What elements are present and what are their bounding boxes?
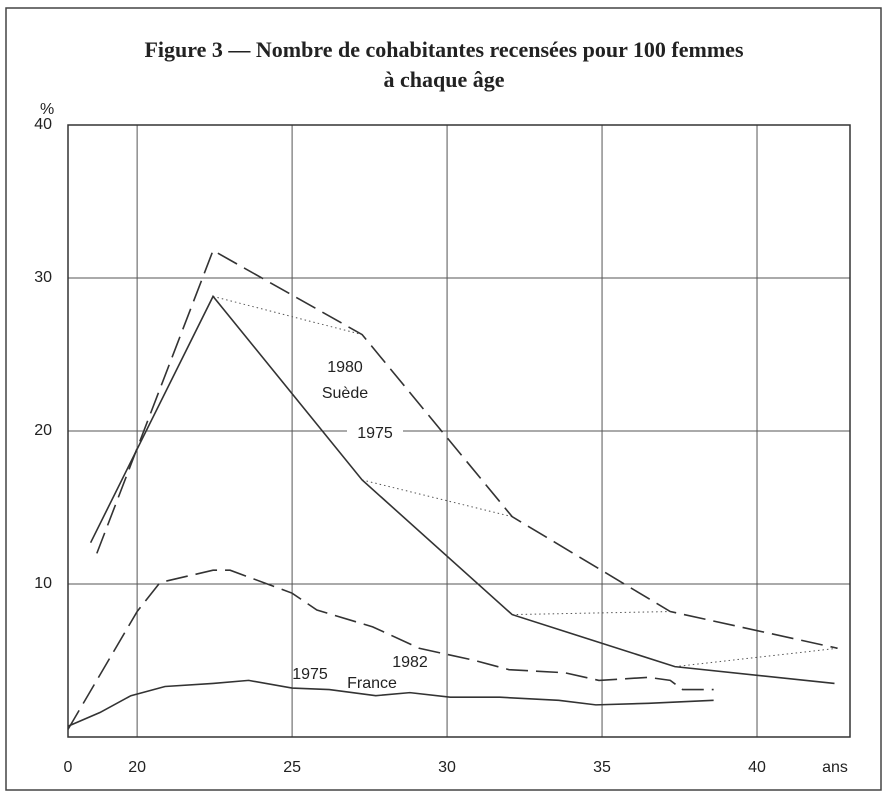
plot-border (67, 124, 851, 738)
chart-subtitle: à chaque âge (384, 67, 505, 92)
y-tick-label: 10 (34, 575, 52, 592)
series-label: 1975 (357, 425, 393, 442)
series-label: 1975 (292, 666, 328, 683)
label-bg (347, 424, 403, 444)
cohort-link (674, 647, 838, 668)
y-axis-label: % (40, 101, 54, 118)
x-tick-label: 25 (283, 759, 301, 776)
cohort-link (212, 295, 363, 336)
y-tick-label: 20 (34, 422, 52, 439)
series-label: 1980 (327, 359, 363, 376)
series-line (96, 249, 838, 650)
series-line (67, 679, 714, 728)
x-axis-label: ans (822, 759, 848, 776)
annotation: France (347, 675, 397, 692)
x-tick-label: 30 (438, 759, 456, 776)
x-tick-label: 40 (748, 759, 766, 776)
series-line (89, 294, 835, 685)
chart-title: Figure 3 — Nombre de cohabitantes recens… (144, 37, 743, 62)
frame (5, 7, 882, 791)
series-line (67, 569, 714, 730)
y-tick-label: 30 (34, 269, 52, 286)
annotation: Suède (322, 385, 368, 402)
x-tick-label: 35 (593, 759, 611, 776)
series-label: 1982 (392, 654, 428, 671)
y-tick-label: 40 (34, 116, 52, 133)
cohort-link (512, 611, 671, 616)
x-tick-label: 20 (128, 759, 146, 776)
cohort-link (362, 479, 513, 518)
y-tick-label: 0 (64, 759, 73, 776)
